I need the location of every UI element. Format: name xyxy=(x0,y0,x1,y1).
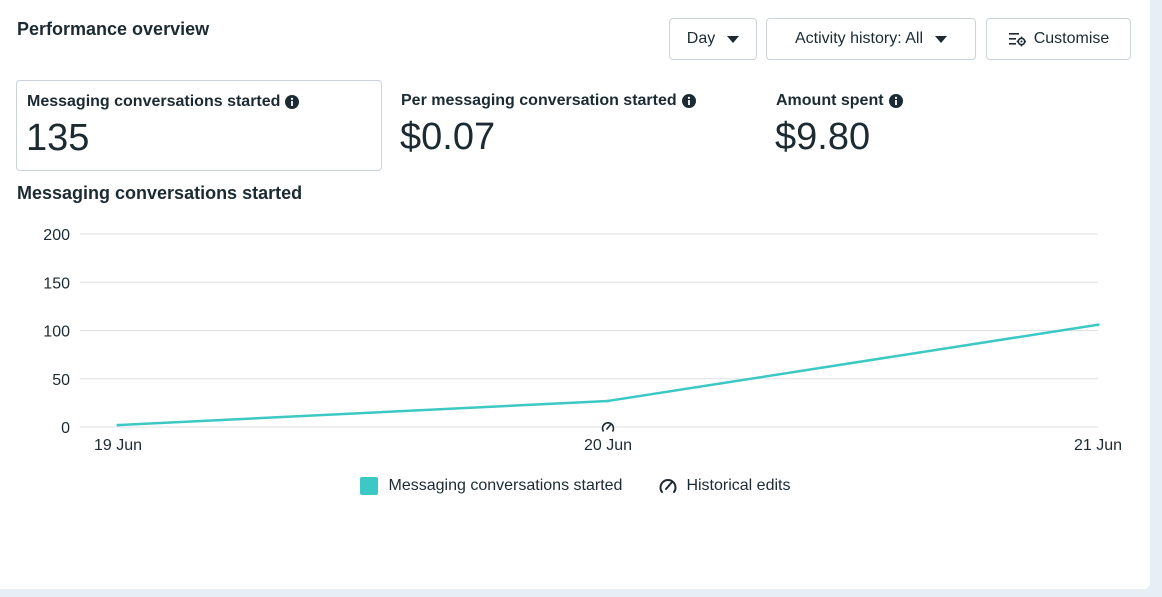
customise-label: Customise xyxy=(1033,30,1110,47)
activity-history-dropdown[interactable]: Activity history: All xyxy=(766,18,976,60)
metric-value: 135 xyxy=(26,117,90,159)
y-tick-label: 100 xyxy=(43,324,70,341)
gauge-edit-icon xyxy=(658,477,678,495)
info-icon[interactable] xyxy=(681,94,696,108)
metric-label: Amount spent xyxy=(776,92,884,109)
series-line xyxy=(117,323,1099,427)
day-dropdown-label: Day xyxy=(686,30,716,47)
x-tick-label: 20 Jun xyxy=(584,437,632,454)
metric-value: $0.07 xyxy=(400,116,496,158)
performance-overview-card: Performance overview Day Activity histor… xyxy=(0,0,1150,589)
caret-down-icon xyxy=(727,35,740,43)
data-point xyxy=(1096,323,1100,327)
info-icon[interactable] xyxy=(888,94,903,108)
y-tick-label: 50 xyxy=(52,372,70,389)
day-dropdown[interactable]: Day xyxy=(669,18,757,60)
info-icon[interactable] xyxy=(285,95,300,109)
data-point xyxy=(606,399,610,403)
metric-messaging-conversations[interactable]: Messaging conversations started 135 xyxy=(16,80,382,171)
series-swatch xyxy=(359,477,378,495)
metric-amount-spent[interactable]: Amount spent $9.80 xyxy=(766,80,1136,171)
legend-series-label: Messaging conversations started xyxy=(388,477,623,494)
legend-historical-label: Historical edits xyxy=(686,477,791,494)
metric-label: Messaging conversations started xyxy=(27,93,281,110)
chart-title: Messaging conversations started xyxy=(17,183,303,203)
activity-history-label: Activity history: All xyxy=(794,30,924,47)
chart-legend: Messaging conversations started Historic… xyxy=(0,477,1150,495)
y-tick-label: 200 xyxy=(43,227,70,244)
x-tick-label: 21 Jun xyxy=(1074,437,1122,454)
legend-item-series[interactable]: Messaging conversations started xyxy=(359,477,623,495)
y-tick-label: 150 xyxy=(43,275,70,292)
sliders-gear-icon xyxy=(1008,31,1026,47)
metric-value: $9.80 xyxy=(775,116,871,158)
page-title: Performance overview xyxy=(17,19,210,39)
historical-edit-marker[interactable] xyxy=(601,420,615,434)
legend-item-historical-edits[interactable]: Historical edits xyxy=(658,477,790,495)
data-point xyxy=(116,423,120,427)
line-chart: 0 50 100 150 200 19 Jun 20 Jun 21 Jun xyxy=(43,227,1122,454)
caret-down-icon xyxy=(935,35,948,43)
metric-label: Per messaging conversation started xyxy=(401,92,677,109)
y-tick-label: 0 xyxy=(61,420,70,437)
metric-cost-per-conversation[interactable]: Per messaging conversation started $0.07 xyxy=(391,80,761,171)
customise-button[interactable]: Customise xyxy=(986,18,1131,60)
x-tick-label: 19 Jun xyxy=(94,437,142,454)
